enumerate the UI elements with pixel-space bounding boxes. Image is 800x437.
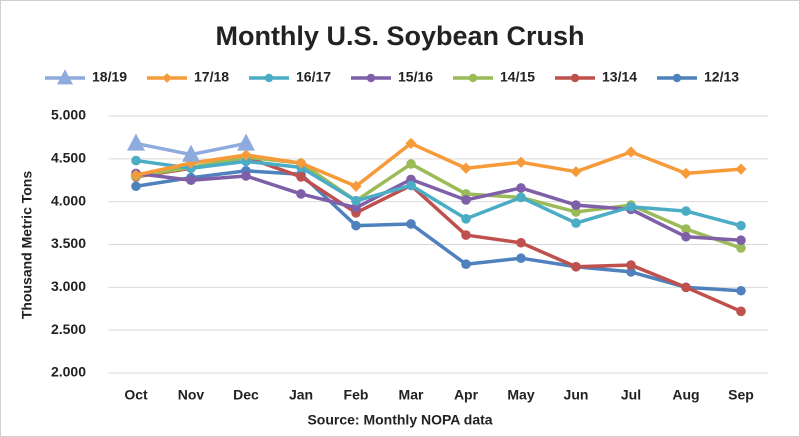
- marker: [241, 171, 251, 181]
- chart-title: Monthly U.S. Soybean Crush: [215, 21, 584, 51]
- y-tick-label: 3.500: [51, 235, 86, 251]
- marker: [571, 200, 581, 210]
- marker: [406, 219, 416, 229]
- legend-label: 12/13: [704, 69, 739, 85]
- marker: [736, 235, 746, 246]
- marker: [366, 73, 376, 83]
- marker: [736, 285, 746, 296]
- marker: [461, 259, 471, 270]
- marker: [162, 73, 172, 83]
- y-axis-label: Thousand Metric Tons: [19, 171, 35, 320]
- marker: [672, 73, 682, 83]
- x-tick-label: Oct: [124, 387, 148, 403]
- marker: [516, 237, 526, 248]
- marker: [681, 282, 691, 293]
- x-tick-label: Aug: [672, 387, 699, 403]
- marker: [626, 260, 636, 270]
- marker: [461, 214, 471, 224]
- series-line: [135, 169, 742, 293]
- marker: [571, 261, 581, 272]
- marker: [57, 69, 73, 85]
- x-tick-label: Jun: [564, 387, 589, 403]
- x-tick-label: Feb: [344, 387, 369, 403]
- marker: [406, 180, 416, 191]
- marker: [296, 189, 306, 199]
- marker: [351, 196, 361, 206]
- marker: [735, 163, 747, 175]
- marker: [240, 149, 252, 161]
- legend-label: 13/14: [602, 69, 637, 85]
- x-tick-label: Apr: [454, 387, 479, 403]
- y-tick-label: 2.000: [51, 364, 86, 380]
- x-tick-label: Mar: [399, 387, 424, 403]
- marker: [296, 172, 306, 182]
- y-tick-label: 5.000: [51, 107, 86, 123]
- marker: [516, 192, 526, 203]
- marker: [571, 207, 581, 217]
- marker: [681, 231, 691, 242]
- legend-label: 15/16: [398, 69, 433, 85]
- x-tick-label: Jan: [289, 387, 313, 403]
- marker: [515, 156, 527, 168]
- marker: [681, 224, 691, 234]
- x-axis-label: Source: Monthly NOPA data: [307, 412, 492, 428]
- marker: [405, 137, 417, 150]
- marker: [351, 202, 361, 213]
- y-tick-label: 4.500: [51, 150, 86, 166]
- marker: [736, 306, 746, 317]
- marker: [350, 180, 362, 192]
- marker: [736, 220, 746, 231]
- marker: [264, 73, 274, 83]
- marker: [460, 162, 472, 174]
- marker: [626, 267, 636, 277]
- marker: [516, 253, 526, 264]
- series-line: [135, 171, 742, 242]
- marker: [461, 230, 471, 240]
- marker: [461, 195, 471, 205]
- marker: [570, 166, 582, 178]
- marker: [130, 169, 142, 181]
- legend-label: 14/15: [500, 69, 535, 85]
- marker: [736, 243, 746, 253]
- marker: [516, 183, 526, 193]
- marker: [131, 155, 141, 166]
- marker: [570, 73, 580, 83]
- marker: [681, 206, 691, 216]
- x-tick-label: Sep: [728, 387, 754, 403]
- y-tick-label: 2.500: [51, 321, 86, 337]
- marker: [680, 167, 692, 179]
- marker: [468, 73, 478, 83]
- marker: [295, 157, 307, 169]
- marker: [182, 144, 200, 162]
- marker: [626, 202, 636, 212]
- marker: [241, 156, 251, 167]
- marker: [131, 181, 141, 192]
- y-tick-label: 4.000: [51, 192, 86, 208]
- x-tick-label: Nov: [178, 387, 205, 403]
- series-line: [135, 141, 742, 188]
- x-tick-label: Dec: [233, 387, 259, 403]
- marker: [625, 146, 637, 158]
- x-tick-label: May: [507, 387, 534, 403]
- marker: [571, 218, 581, 228]
- legend-label: 17/18: [194, 69, 229, 85]
- marker: [351, 220, 361, 231]
- marker: [186, 175, 196, 186]
- legend-label: 18/19: [92, 69, 127, 85]
- marker: [237, 133, 255, 151]
- x-tick-label: Jul: [621, 387, 641, 403]
- marker: [406, 159, 416, 169]
- series-line: [135, 158, 742, 228]
- y-tick-label: 3.000: [51, 278, 86, 294]
- legend-label: 16/17: [296, 69, 331, 85]
- marker: [127, 133, 145, 151]
